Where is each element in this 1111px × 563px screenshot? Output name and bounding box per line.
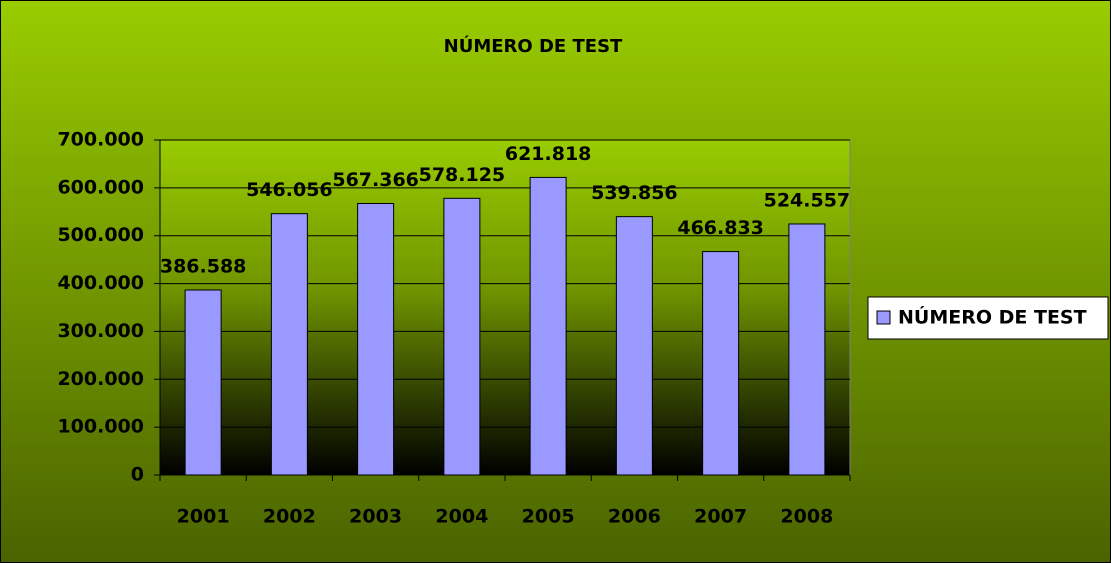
x-tick-label: 2004 (435, 506, 488, 528)
bar (702, 251, 740, 476)
data-label: 539.856 (591, 182, 678, 204)
y-tick-label: 400.000 (57, 272, 144, 294)
x-tick-label: 2005 (522, 506, 575, 528)
data-label: 621.818 (505, 143, 592, 165)
y-tick-label: 100.000 (57, 416, 144, 438)
bar (788, 223, 826, 476)
x-tick-label: 2007 (694, 506, 747, 528)
y-tick-label: 700.000 (57, 129, 144, 151)
bar (615, 216, 653, 476)
x-tick-label: 2003 (349, 506, 402, 528)
y-tick-label: 600.000 (57, 176, 144, 198)
data-label: 578.125 (419, 164, 506, 186)
y-tick-label: 300.000 (57, 320, 144, 342)
y-tick-label: 0 (131, 464, 144, 486)
x-tick-label: 2002 (263, 506, 316, 528)
data-label: 524.557 (764, 189, 851, 211)
bar (443, 197, 481, 476)
chart-title: NÚMERO DE TEST (444, 35, 623, 57)
x-tick-label: 2008 (780, 506, 833, 528)
data-label: 386.588 (160, 255, 247, 277)
bar (184, 289, 222, 476)
data-label: 546.056 (246, 179, 333, 201)
y-tick-label: 200.000 (57, 368, 144, 390)
legend-swatch (876, 310, 891, 325)
bar (529, 176, 567, 476)
legend-label: NÚMERO DE TEST (898, 305, 1087, 329)
legend (867, 296, 1109, 340)
data-label: 466.833 (677, 217, 764, 239)
bar (270, 213, 308, 476)
x-tick-label: 2006 (608, 506, 661, 528)
bar (357, 202, 395, 476)
data-label: 567.366 (332, 169, 419, 191)
x-tick-label: 2001 (177, 506, 230, 528)
y-tick-label: 500.000 (57, 224, 144, 246)
